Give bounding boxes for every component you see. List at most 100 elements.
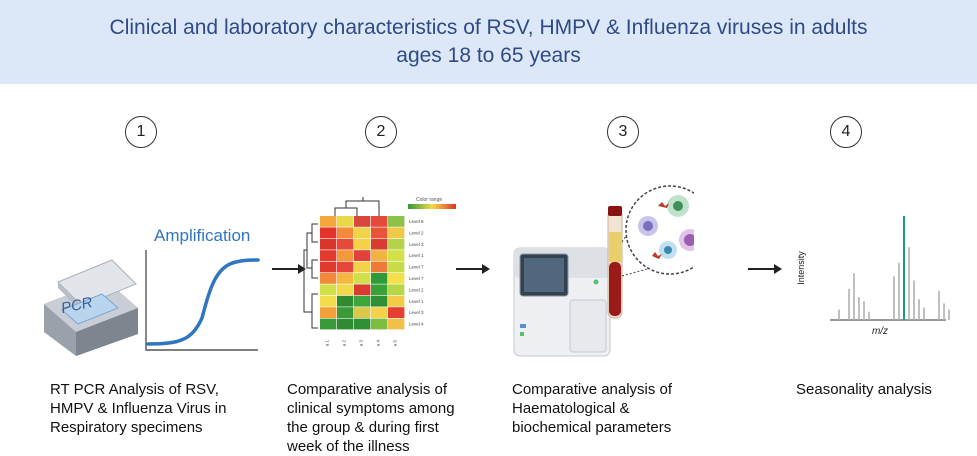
heatmap-cell: [337, 307, 354, 318]
caption-line: Comparative analysis of: [512, 381, 673, 398]
heatmap-cell: [337, 238, 354, 250]
heatmap-column-label: a 2: [342, 340, 347, 347]
caption-line: Respiratory specimens: [50, 419, 203, 436]
heatmap-legend-title: Color range: [416, 197, 442, 203]
heatmap-cell: [337, 295, 354, 307]
heatmap-cell: [388, 216, 405, 227]
caption-line: the group & during first: [287, 419, 439, 436]
amplification-axes: [145, 250, 258, 351]
caption-line: HMPV & Influenza Virus in: [50, 400, 227, 417]
heatmap-row-label: Level 7: [409, 265, 424, 270]
heatmap-legend-bar: [408, 204, 456, 209]
heatmap-cell: [354, 284, 371, 296]
step-2-caption: Comparative analysis of clinical symptom…: [287, 380, 455, 456]
spectrum-peaks: [838, 216, 950, 320]
heatmap-cell: [371, 238, 388, 250]
caption-line: clinical symptoms among: [287, 400, 455, 417]
heatmap-row-label: Level 3: [409, 310, 424, 315]
heatmap-cell: [320, 250, 337, 261]
heatmap-cell: [354, 261, 371, 273]
step-number-4: 4: [830, 116, 862, 148]
heatmap-cell: [388, 227, 405, 239]
heatmap-cell: [354, 227, 371, 239]
amplification-label: Amplification: [154, 226, 251, 245]
heatmap-cell: [354, 250, 371, 261]
heatmap-row-label: Level 2: [409, 287, 424, 292]
heatmap-cell: [371, 227, 388, 239]
heatmap-cell: [371, 250, 388, 261]
heatmap-cell: [354, 273, 371, 284]
step-4-caption: Seasonality analysis: [796, 380, 932, 399]
heatmap-cell: [354, 238, 371, 250]
hematology-analyzer-icon: [513, 185, 694, 357]
heatmap-cell: [320, 307, 337, 318]
heatmap-cell: [337, 318, 354, 330]
heatmap-cell: [337, 216, 354, 227]
heatmap: Color range Level 8 Level 2 Level 3 Level 1…: [303, 197, 456, 347]
caption-line: Comparative analysis of: [287, 381, 448, 398]
title-line-1: Clinical and laboratory characteristics …: [109, 16, 868, 39]
arrow-right-icon: [748, 264, 782, 274]
mass-spectrum-chart: Intensity m/z: [796, 216, 950, 337]
heatmap-column-label: a 1: [325, 340, 330, 347]
heatmap-row-labels: Level 8 Level 2 Level 3 Level 1 Level 7 Level…: [409, 219, 424, 327]
heatmap-cell: [320, 284, 337, 296]
caption-line: week of the illness: [287, 438, 410, 455]
heatmap-cell: [388, 238, 405, 250]
heatmap-cell: [371, 295, 388, 307]
heatmap-cell: [388, 307, 405, 318]
title-band: [0, 0, 977, 84]
heatmap-cell: [337, 261, 354, 273]
step-number-3: 3: [607, 116, 639, 148]
title-line-2: ages 18 to 65 years: [396, 44, 581, 67]
caption-line: Seasonality analysis: [796, 381, 932, 398]
step-3-caption: Comparative analysis of Haematological &…: [512, 380, 672, 437]
heatmap-cell: [388, 273, 405, 284]
heatmap-cell: [388, 250, 405, 261]
heatmap-cell: [337, 227, 354, 239]
spectrum-y-label: Intensity: [796, 251, 806, 285]
heatmap-cell: [337, 273, 354, 284]
spectrum-x-label: m/z: [872, 326, 888, 337]
heatmap-cell: [371, 284, 388, 296]
heatmap-cell: [320, 238, 337, 250]
pcr-machine-icon: [44, 259, 138, 356]
heatmap-cell: [388, 295, 405, 307]
step-number-2: 2: [365, 116, 397, 148]
heatmap-cell: [320, 227, 337, 239]
heatmap-row-label: Level 8: [409, 219, 424, 224]
heatmap-column-labels: a 1 a 2 a 3 a 4 a 5: [325, 340, 398, 347]
heatmap-column-label: a 3: [359, 340, 364, 347]
heatmap-cell: [371, 318, 388, 330]
heatmap-cell: [388, 261, 405, 273]
heatmap-cell: [388, 318, 405, 330]
caption-line: Haematological &: [512, 400, 630, 417]
heatmap-cell: [320, 295, 337, 307]
heatmap-row-label: Level 2: [409, 230, 424, 235]
heatmap-cell: [388, 284, 405, 296]
amplification-curve-line: [146, 258, 260, 346]
heatmap-row-label: Level 1: [409, 253, 424, 258]
heatmap-cell: [371, 216, 388, 227]
heatmap-row-label: Level 3: [409, 242, 424, 247]
heatmap-cell: [337, 250, 354, 261]
heatmap-row-label: Level 1: [409, 299, 424, 304]
heatmap-cell: [371, 307, 388, 318]
heatmap-cell: [354, 307, 371, 318]
heatmap-column-label: a 4: [376, 340, 381, 347]
heatmap-cell: [320, 216, 337, 227]
arrow-right-icon: [272, 264, 306, 274]
heatmap-cell: [337, 284, 354, 296]
caption-line: biochemical parameters: [512, 419, 672, 436]
heatmap-cell: [354, 216, 371, 227]
heatmap-cell: [320, 318, 337, 330]
page-title: Clinical and laboratory characteristics …: [40, 14, 937, 70]
heatmap-dendrogram: [303, 197, 380, 329]
heatmap-column-label: a 5: [393, 340, 398, 347]
heatmap-row-label: Level 7: [409, 276, 424, 281]
heatmap-cell: [371, 273, 388, 284]
caption-line: RT PCR Analysis of RSV,: [50, 381, 219, 398]
heatmap-cell: [354, 318, 371, 330]
heatmap-cell: [320, 273, 337, 284]
amplification-curve: [145, 250, 260, 351]
